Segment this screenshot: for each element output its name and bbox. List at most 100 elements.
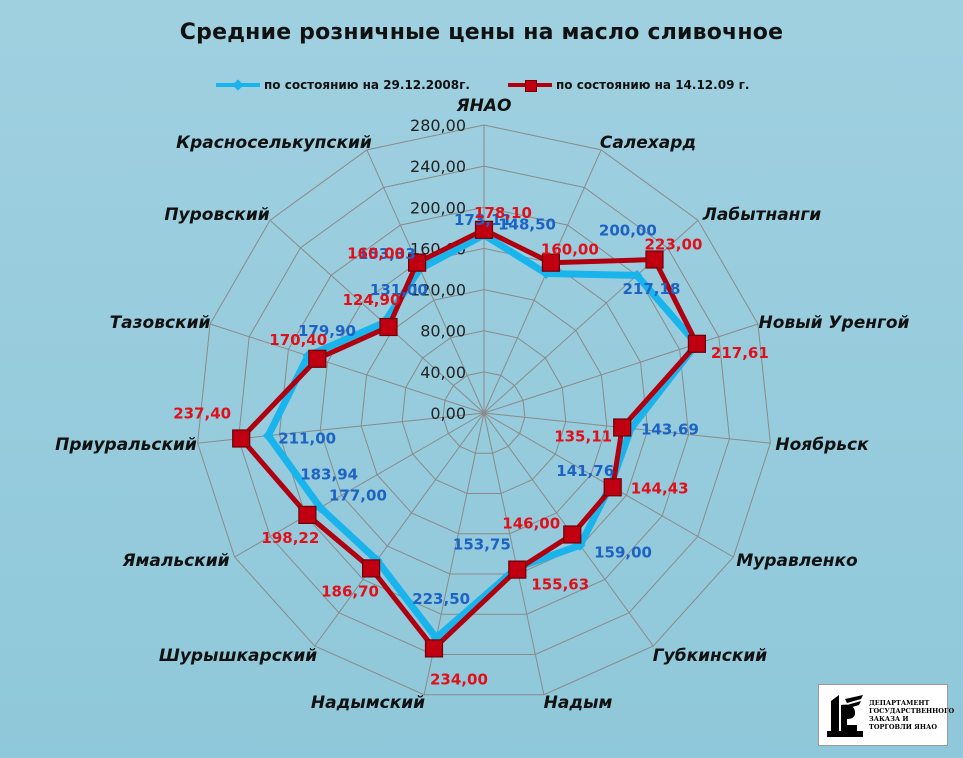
legend-swatch-2008 bbox=[216, 76, 260, 94]
category-label: ЯНАО bbox=[456, 96, 512, 116]
data-label-1: 170,40 bbox=[269, 331, 327, 349]
series-point-0 bbox=[631, 269, 643, 281]
category-label: Пуровский bbox=[164, 205, 269, 225]
category-label: Ямальский bbox=[121, 551, 229, 571]
series-point-1 bbox=[424, 639, 444, 658]
grid-ring bbox=[360, 289, 608, 535]
axis-tick-label: 0,00 bbox=[430, 404, 466, 423]
axis-tick-label: 200,00 bbox=[410, 198, 466, 217]
department-logo: Департамент государственного заказа и то… bbox=[818, 684, 955, 746]
category-label: Тазовский bbox=[110, 313, 211, 333]
data-label-0: 148,50 bbox=[498, 216, 556, 234]
grid-spoke bbox=[269, 219, 485, 414]
grid-spoke bbox=[234, 412, 485, 558]
data-label-1: 160,00 bbox=[541, 241, 599, 259]
legend-swatch-2009 bbox=[508, 76, 552, 94]
series-point-1 bbox=[508, 560, 527, 579]
legend-item-2009: по состоянию на 14.12.09 г. bbox=[508, 76, 749, 94]
data-label-0: 183,94 bbox=[300, 466, 358, 484]
data-label-1: 144,43 bbox=[631, 479, 689, 497]
category-label: Салехард bbox=[600, 133, 696, 153]
grid-spoke bbox=[483, 149, 602, 414]
series-line-1 bbox=[238, 227, 700, 651]
data-label-0: 131,00 bbox=[370, 281, 428, 299]
grid-ring bbox=[319, 247, 649, 575]
grid-ring bbox=[401, 330, 567, 494]
category-label: Лабытнанги bbox=[702, 205, 822, 225]
legend-item-2008: по состоянию на 29.12.2008г. bbox=[216, 76, 470, 94]
data-label-1: 223,00 bbox=[645, 236, 703, 254]
series-line-0 bbox=[264, 231, 700, 642]
grid-spoke bbox=[483, 412, 545, 695]
data-label-0: 177,00 bbox=[329, 486, 387, 504]
grid-spoke bbox=[366, 149, 485, 414]
data-label-1: 198,22 bbox=[261, 529, 319, 547]
series-point-1 bbox=[408, 253, 427, 272]
data-label-1: 160,00 bbox=[347, 245, 405, 263]
category-label: Новый Уренгой bbox=[759, 313, 910, 333]
axis-tick-label: 240,00 bbox=[410, 157, 466, 176]
category-label: Ноябрьск bbox=[775, 435, 869, 455]
grid-spoke bbox=[314, 412, 485, 647]
data-label-1: 124,90 bbox=[343, 291, 401, 309]
legend-label-2008: по состоянию на 29.12.2008г. bbox=[264, 78, 470, 92]
series-point-1 bbox=[563, 525, 582, 544]
data-label-0: 141,76 bbox=[556, 462, 614, 480]
series-point-1 bbox=[474, 220, 494, 239]
series-point-1 bbox=[232, 429, 251, 448]
data-label-0: 211,00 bbox=[278, 430, 336, 448]
data-label-1: 178,10 bbox=[474, 204, 532, 222]
data-label-0: 173,11 bbox=[454, 211, 512, 229]
axis-tick-label: 120,00 bbox=[410, 281, 466, 300]
category-label: Губкинский bbox=[653, 646, 768, 666]
category-label: Красноселькупский bbox=[176, 133, 372, 153]
category-label: Надым bbox=[544, 693, 613, 713]
data-label-1: 234,00 bbox=[430, 670, 488, 688]
legend: по состоянию на 29.12.2008г. по состояни… bbox=[0, 76, 963, 94]
series-point-0 bbox=[262, 430, 274, 442]
series-point-1 bbox=[687, 334, 707, 353]
series-point-1 bbox=[645, 250, 664, 269]
series-point-1 bbox=[308, 349, 327, 368]
data-label-1: 237,40 bbox=[173, 405, 231, 423]
axis-tick-label: 40,00 bbox=[420, 363, 466, 382]
data-label-0: 153,75 bbox=[453, 536, 511, 554]
data-label-0: 179,90 bbox=[298, 322, 356, 340]
grid-spoke bbox=[483, 323, 759, 414]
data-label-1: 155,63 bbox=[531, 576, 589, 594]
grid-ring bbox=[278, 206, 690, 615]
data-label-1: 217,61 bbox=[711, 344, 769, 362]
grid-ring bbox=[237, 165, 731, 655]
legend-label-2009: по состоянию на 14.12.09 г. bbox=[556, 78, 750, 92]
chart-title: Средние розничные цены на масло сливочно… bbox=[179, 20, 784, 45]
category-label: Приуральский bbox=[55, 435, 197, 455]
series-point-1 bbox=[362, 559, 381, 578]
axis-tick-label: 280,00 bbox=[410, 116, 466, 135]
data-label-0: 223,50 bbox=[412, 590, 470, 608]
series-point-1 bbox=[379, 317, 398, 337]
grid-ring bbox=[197, 124, 771, 696]
data-label-1: 146,00 bbox=[502, 515, 560, 533]
data-label-0: 143,69 bbox=[641, 420, 699, 438]
series-point-1 bbox=[603, 478, 622, 497]
data-label-0: 153,33 bbox=[358, 245, 416, 263]
series-point-1 bbox=[298, 505, 317, 524]
department-emblem-icon bbox=[827, 695, 863, 737]
data-label-1: 135,11 bbox=[554, 428, 612, 446]
series-point-1 bbox=[613, 418, 632, 437]
data-label-0: 200,00 bbox=[599, 221, 657, 239]
series-point-1 bbox=[541, 253, 561, 272]
category-label: Надымский bbox=[311, 693, 425, 713]
data-label-0: 217,18 bbox=[623, 280, 681, 298]
category-label: Муравленко bbox=[736, 551, 858, 571]
grid-spoke bbox=[209, 323, 485, 414]
department-logo-text: Департамент государственного заказа и то… bbox=[869, 699, 955, 731]
grid-ring bbox=[442, 371, 526, 454]
category-label: Шурышкарский bbox=[159, 646, 317, 666]
axis-tick-label: 80,00 bbox=[420, 322, 466, 341]
series-point-0 bbox=[314, 502, 326, 514]
data-label-0: 159,00 bbox=[594, 543, 652, 561]
data-label-1: 186,70 bbox=[321, 582, 379, 600]
